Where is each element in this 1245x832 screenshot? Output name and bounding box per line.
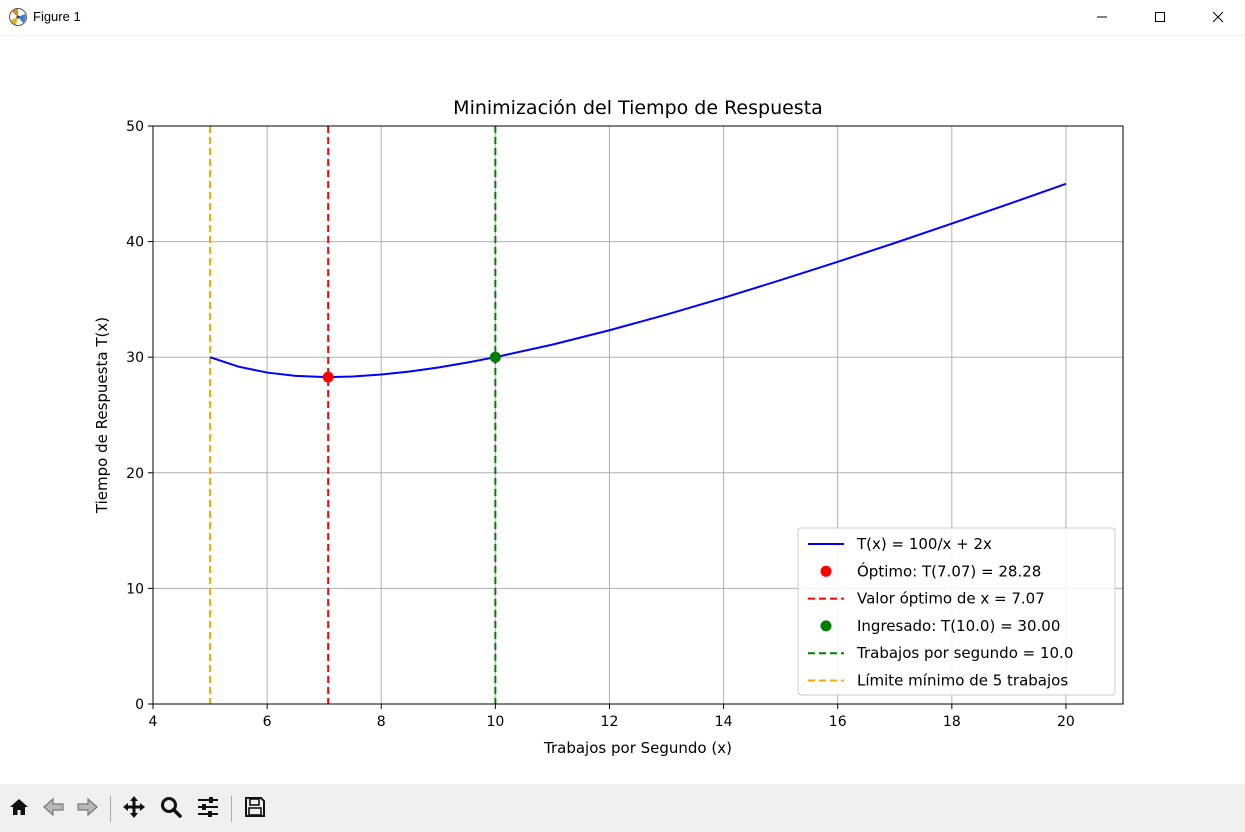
pan-button[interactable]: [121, 796, 147, 822]
x-tick-label: 6: [263, 714, 272, 730]
data-point: [489, 351, 501, 363]
close-icon: [1212, 11, 1224, 23]
sliders-icon: [196, 795, 220, 823]
y-tick-label: 50: [126, 119, 144, 135]
y-tick-label: 10: [126, 581, 144, 597]
x-tick-label: 12: [601, 714, 619, 730]
legend-label: Límite mínimo de 5 trabajos: [857, 672, 1068, 690]
subplots-button[interactable]: [195, 796, 221, 822]
curve-line: [209, 182, 1067, 379]
home-button[interactable]: [6, 796, 32, 822]
legend-label: Trabajos por segundo = 10.0: [856, 644, 1073, 662]
legend-point-swatch: [820, 620, 832, 632]
window-title: Figure 1: [33, 9, 81, 24]
navigation-toolbar: [0, 784, 1245, 832]
points: [322, 351, 501, 383]
x-tick-label: 4: [149, 714, 158, 730]
toolbar-separator: [231, 796, 232, 822]
close-button[interactable]: [1189, 0, 1245, 34]
legend-label: Ingresado: T(10.0) = 30.00: [857, 617, 1060, 635]
x-tick-label: 10: [486, 714, 504, 730]
y-axis-ticks: 0 10 20 30 40 50: [126, 119, 153, 713]
legend-box: [797, 527, 1116, 696]
vertical-lines: [209, 126, 497, 704]
data-point: [322, 371, 334, 383]
x-tick-label: 16: [829, 714, 847, 730]
x-tick-label: 14: [715, 714, 733, 730]
chart: Minimización del Tiempo de Respuesta 4 6 8…: [93, 97, 1124, 757]
toolbar-separator: [110, 796, 111, 822]
save-button[interactable]: [242, 796, 268, 822]
maximize-button[interactable]: [1131, 0, 1189, 34]
minimize-icon: [1096, 11, 1108, 23]
x-tick-label: 20: [1057, 714, 1075, 730]
plot-frame: [152, 125, 1124, 705]
magnifier-icon: [159, 795, 183, 823]
maximize-icon: [1154, 11, 1166, 23]
back-button[interactable]: [41, 796, 67, 822]
arrow-right-icon: [75, 796, 99, 822]
y-tick-label: 20: [126, 466, 144, 482]
chart-title: Minimización del Tiempo de Respuesta: [453, 97, 823, 119]
legend-label: Óptimo: T(7.07) = 28.28: [857, 561, 1041, 580]
legend: T(x) = 100/x + 2x Óptimo: T(7.07) = 28.28…: [797, 527, 1116, 696]
home-icon: [8, 796, 30, 822]
floppy-disk-icon: [243, 795, 267, 823]
y-tick-label: 40: [126, 235, 144, 251]
y-axis-label: Tiempo de Respuesta T(x): [93, 317, 111, 514]
x-axis-ticks: 4 6 8 10 12 14 16 18 20: [149, 704, 1075, 730]
legend-label: T(x) = 100/x + 2x: [856, 535, 992, 553]
x-axis-label: Trabajos por Segundo (x): [543, 739, 732, 757]
move-icon: [122, 795, 146, 823]
matplotlib-app-icon: [8, 7, 28, 27]
arrow-left-icon: [42, 796, 66, 822]
legend-point-swatch: [820, 565, 832, 577]
legend-label: Valor óptimo de x = 7.07: [857, 590, 1045, 608]
figure-canvas: Minimización del Tiempo de Respuesta 4 6 8…: [0, 36, 1245, 784]
x-tick-label: 18: [943, 714, 961, 730]
minimize-button[interactable]: [1073, 0, 1131, 34]
zoom-button[interactable]: [158, 796, 184, 822]
series: [209, 182, 1067, 379]
window-titlebar: Figure 1: [0, 0, 1245, 36]
forward-button[interactable]: [74, 796, 100, 822]
y-tick-label: 30: [126, 350, 144, 366]
y-tick-label: 0: [135, 697, 144, 713]
x-tick-label: 8: [377, 714, 386, 730]
